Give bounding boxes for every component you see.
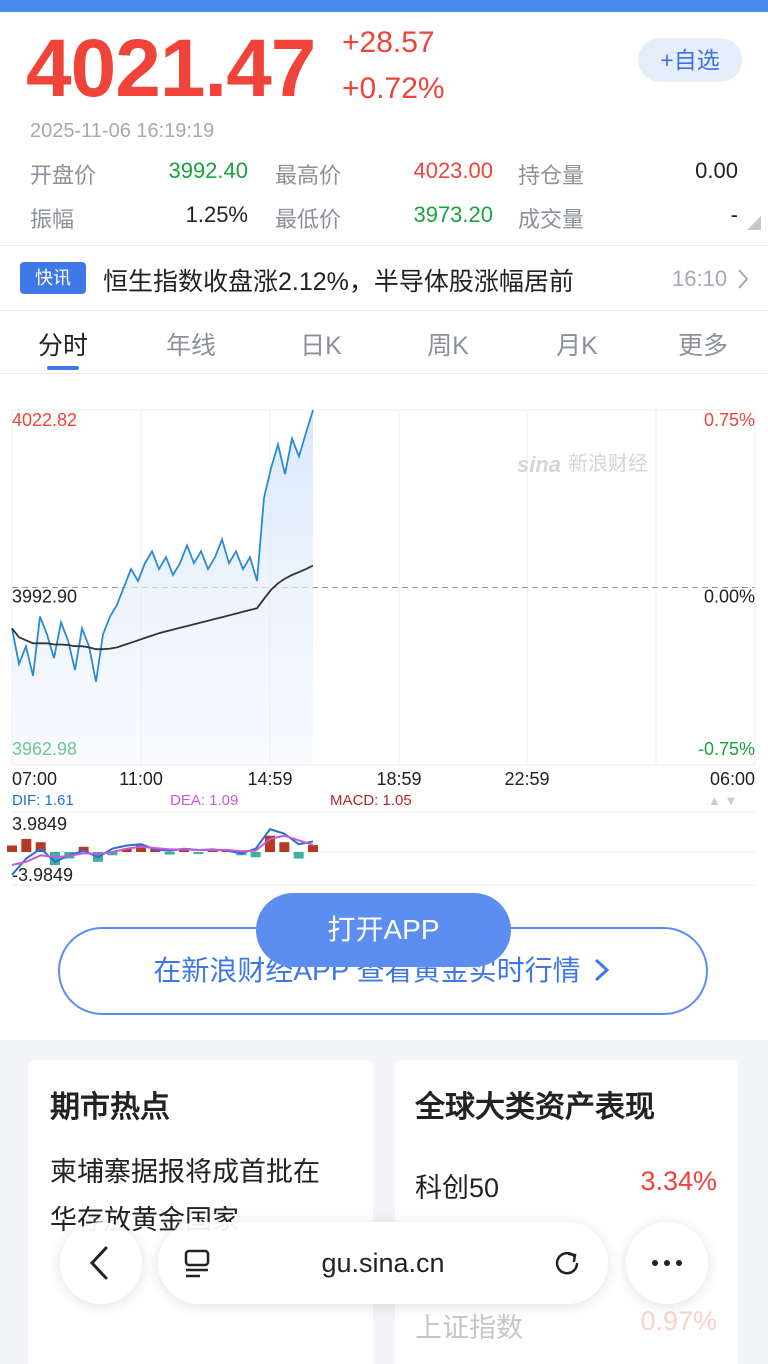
assets-card: 全球大类资产表现 科创50 3.34% 上证指数 0.97% bbox=[395, 1060, 738, 1364]
address-bar[interactable]: gu.sina.cn bbox=[158, 1222, 608, 1304]
intraday-chart: sina新浪财经4022.820.75%3992.900.00%3962.98-… bbox=[7, 409, 756, 886]
macd-bar bbox=[179, 850, 189, 852]
back-icon bbox=[89, 1246, 108, 1280]
price-change-pct: +0.72% bbox=[342, 72, 445, 105]
macd-tick-label: 3.9849 bbox=[12, 814, 67, 834]
more-button[interactable] bbox=[626, 1222, 708, 1304]
macd-label: MACD: 1.05 bbox=[330, 792, 412, 809]
x-tick-label: 18:59 bbox=[376, 769, 421, 789]
tab[interactable]: 周K bbox=[427, 332, 469, 360]
macd-bar bbox=[279, 842, 290, 852]
macd-bar bbox=[35, 842, 46, 852]
reload-icon bbox=[555, 1251, 579, 1275]
macd-bar bbox=[50, 852, 60, 866]
corner-mark bbox=[747, 216, 761, 230]
macd-bar bbox=[7, 845, 17, 852]
tab[interactable]: 月K bbox=[556, 332, 598, 360]
more-icon bbox=[652, 1260, 682, 1266]
asset-value: 3.34% bbox=[640, 1166, 717, 1196]
stat-label: 持仓量 bbox=[518, 163, 585, 188]
macd-bar bbox=[136, 845, 146, 852]
macd-bar bbox=[293, 852, 304, 859]
pct-label: 0.00% bbox=[704, 587, 755, 607]
quote-time: 2025-11-06 16:19:19 bbox=[30, 120, 215, 142]
divider bbox=[0, 373, 768, 374]
stat-value: 4023.00 bbox=[413, 158, 493, 183]
watermark: 新浪财经 bbox=[568, 452, 648, 475]
card-text[interactable]: 柬埔寨据报将成首批在 bbox=[50, 1157, 320, 1187]
x-tick-label: 11:00 bbox=[119, 769, 163, 789]
divider bbox=[0, 310, 768, 311]
x-tick-label: 22:59 bbox=[504, 769, 549, 789]
open-app-button[interactable]: 打开APP bbox=[256, 893, 511, 967]
card-title: 期市热点 bbox=[50, 1091, 170, 1124]
back-button[interactable] bbox=[60, 1222, 142, 1304]
stat-label: 最低价 bbox=[275, 207, 342, 232]
dif-label: DIF: 1.61 bbox=[12, 792, 74, 809]
url: gu.sina.cn bbox=[321, 1248, 445, 1278]
chevron bbox=[738, 269, 749, 289]
price-line bbox=[11, 409, 314, 682]
stat-value: - bbox=[730, 202, 738, 227]
tabs-icon bbox=[184, 1249, 210, 1278]
macd-bar bbox=[107, 852, 118, 856]
hot-card: 期市热点 柬埔寨据报将成首批在 华存放黄金国家 bbox=[28, 1060, 373, 1364]
tab-indicator bbox=[47, 366, 79, 370]
dea-label: DEA: 1.09 bbox=[170, 792, 238, 809]
stat-value: 3992.40 bbox=[168, 158, 248, 183]
chevron bbox=[594, 958, 609, 982]
tab[interactable]: 年线 bbox=[165, 332, 216, 360]
arrows: ▲ ▼ bbox=[708, 793, 737, 808]
macd-bar bbox=[207, 850, 218, 852]
dif-line bbox=[11, 828, 314, 876]
card-title: 全球大类资产表现 bbox=[415, 1091, 655, 1124]
stat-label: 最高价 bbox=[275, 163, 342, 188]
news-headline[interactable]: 恒生指数收盘涨2.12%，半导体股涨幅居前 bbox=[103, 268, 574, 296]
macd-tick-label: -3.9849 bbox=[12, 865, 73, 885]
add-watchlist-button[interactable]: +自选 bbox=[638, 38, 742, 82]
y-tick-label: 4022.82 bbox=[12, 410, 77, 430]
macd-bar bbox=[121, 848, 132, 852]
x-tick-label: 07:00 bbox=[12, 769, 57, 789]
tab[interactable]: 分时 bbox=[37, 332, 88, 360]
divider bbox=[0, 245, 768, 246]
asset-name: 上证指数 bbox=[415, 1313, 523, 1343]
stat-label: 振幅 bbox=[30, 207, 75, 232]
stat-value: 3973.20 bbox=[413, 202, 493, 227]
top-bar bbox=[0, 0, 768, 12]
news-time: 16:10 bbox=[672, 266, 728, 291]
macd-bar bbox=[164, 852, 175, 855]
stat-label: 开盘价 bbox=[30, 163, 97, 188]
macd-bar bbox=[250, 852, 261, 858]
x-tick-label: 14:59 bbox=[247, 769, 292, 789]
macd-bar bbox=[193, 852, 204, 854]
asset-value: 0.97% bbox=[640, 1306, 717, 1336]
y-tick-label: 3992.90 bbox=[12, 587, 77, 607]
macd-bar bbox=[78, 846, 89, 852]
x-tick-label: 06:00 bbox=[710, 769, 755, 789]
price-change: +28.57 bbox=[342, 26, 435, 59]
news-badge: 快讯 bbox=[20, 262, 86, 294]
macd-bar bbox=[21, 838, 32, 852]
asset-name: 科创50 bbox=[415, 1173, 500, 1203]
price-area bbox=[12, 410, 313, 765]
watermark: sina bbox=[517, 452, 561, 477]
dea-line bbox=[11, 834, 314, 866]
tab[interactable]: 日K bbox=[300, 332, 342, 360]
macd-bar bbox=[265, 835, 275, 852]
stat-label: 成交量 bbox=[518, 207, 585, 232]
pct-label: -0.75% bbox=[698, 739, 755, 759]
average-line bbox=[11, 564, 314, 651]
macd-bar bbox=[308, 845, 318, 852]
stat-value: 0.00 bbox=[695, 158, 738, 183]
tab[interactable]: 更多 bbox=[677, 332, 728, 360]
last-price: 4021.47 bbox=[26, 23, 316, 114]
stat-value: 1.25% bbox=[185, 202, 248, 227]
pct-label: 0.75% bbox=[704, 410, 755, 430]
